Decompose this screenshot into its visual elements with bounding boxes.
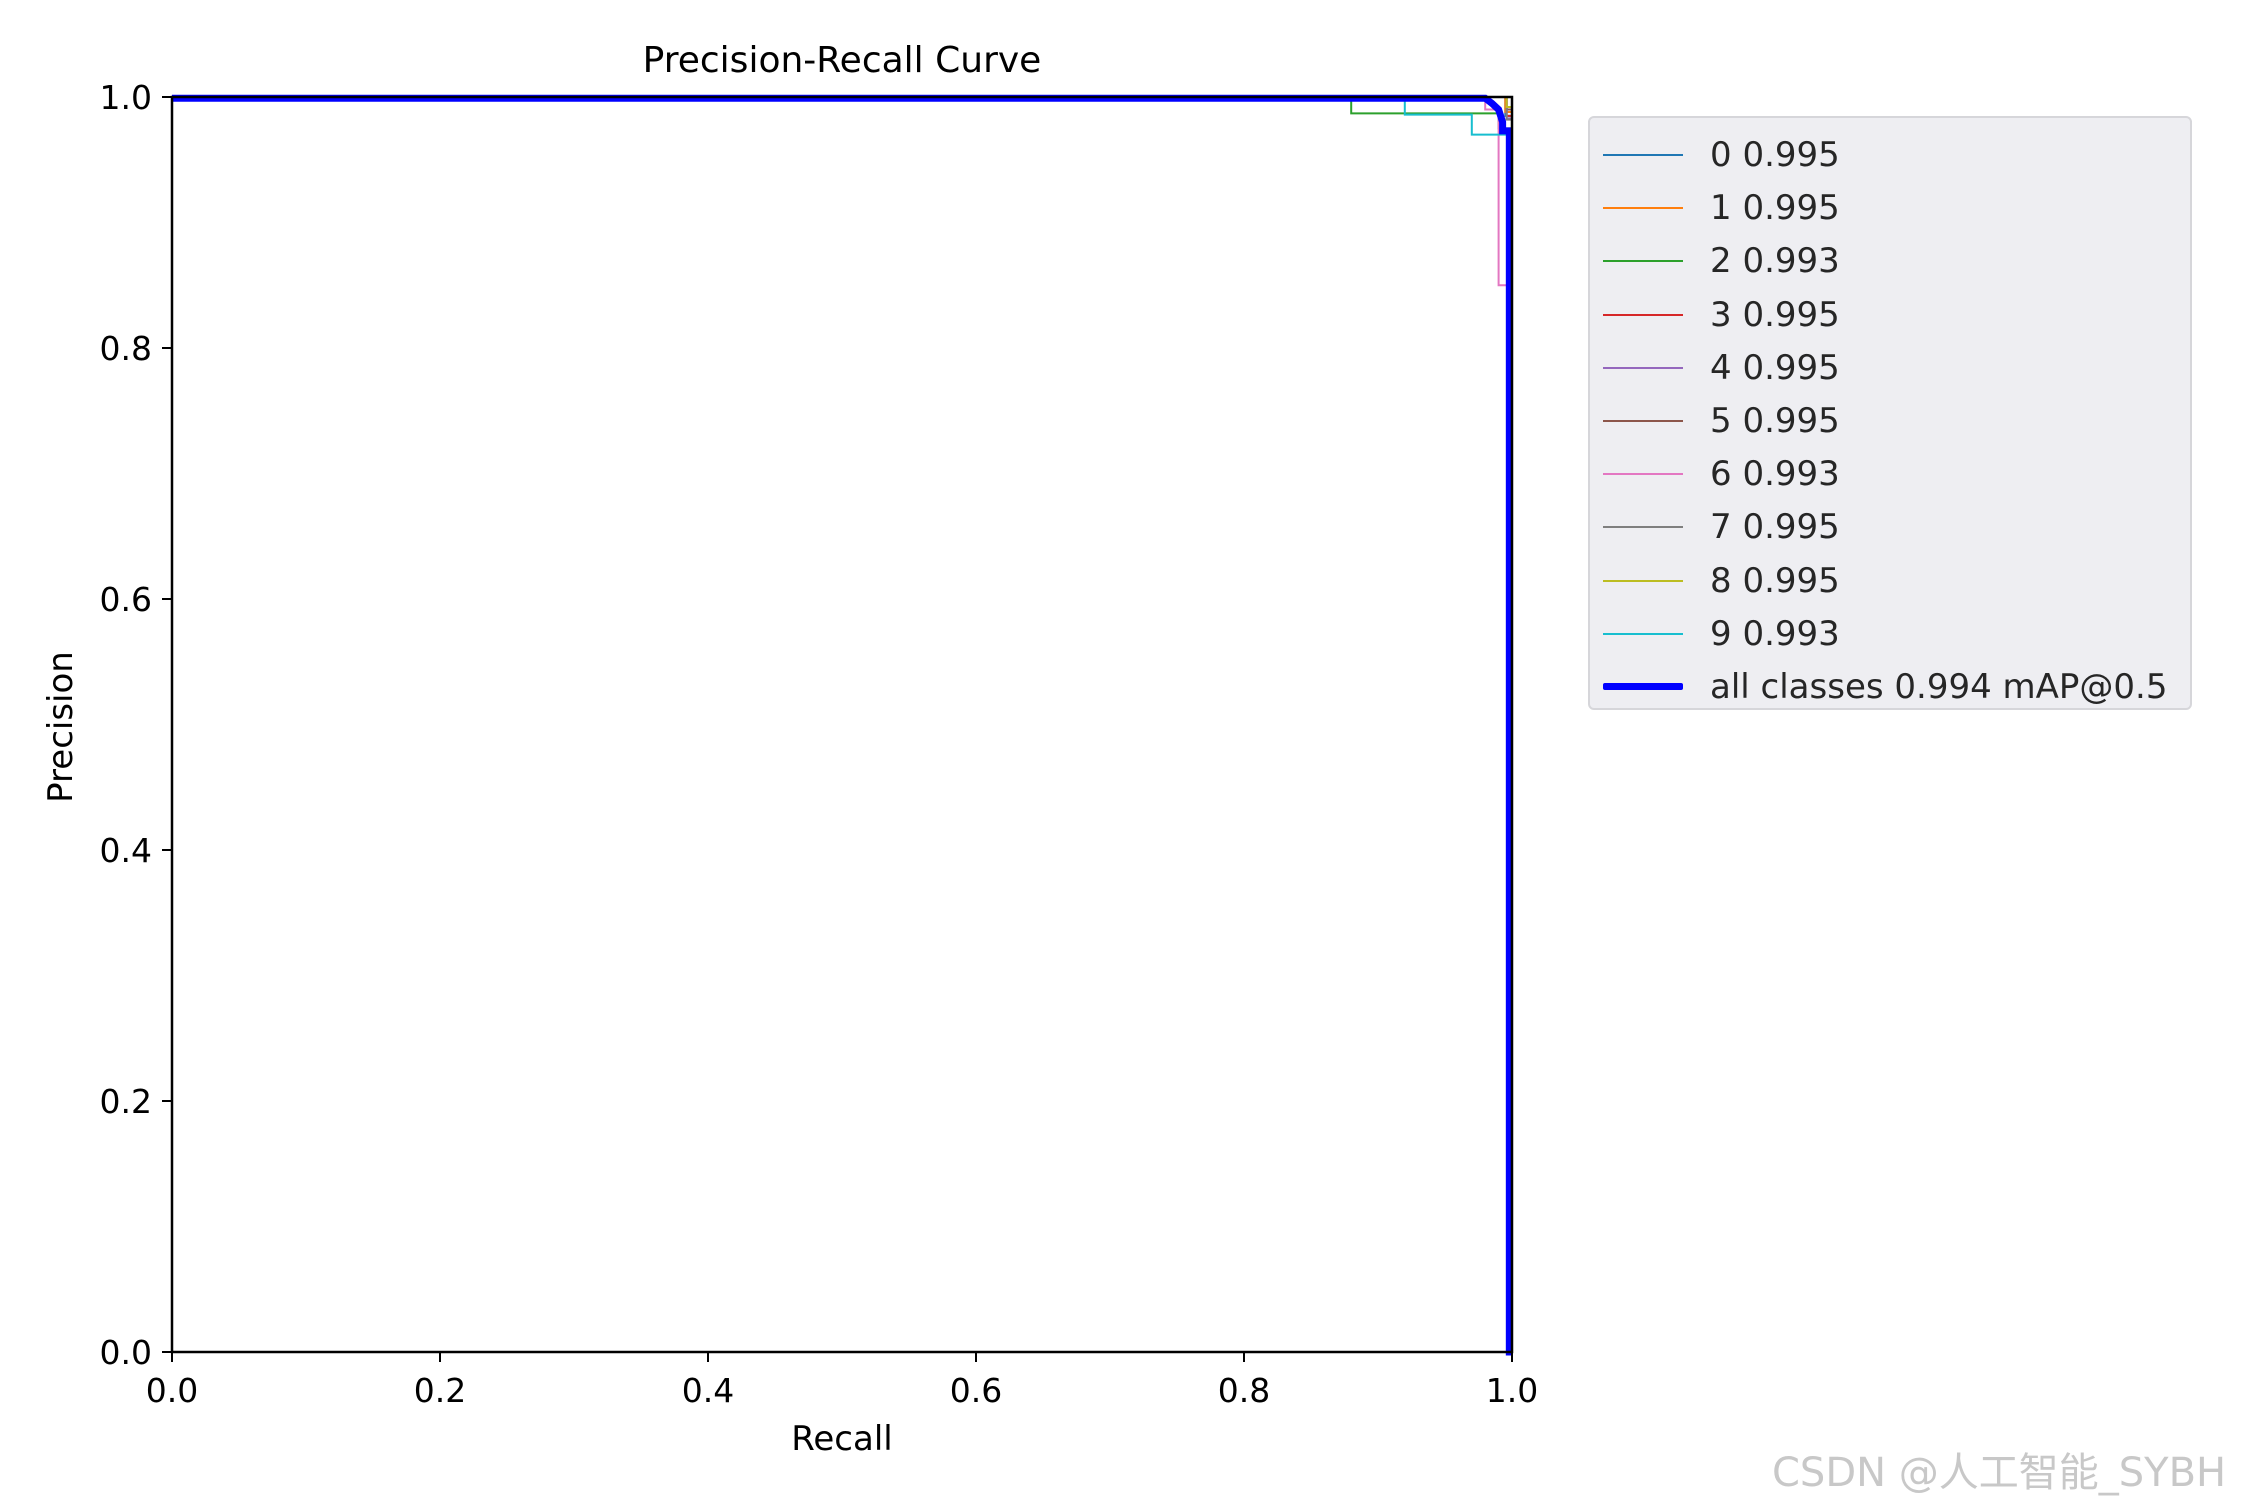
legend-item: 2 0.993 [1590,236,2190,289]
legend-swatch [1603,313,1683,316]
x-tick-label: 0.2 [414,1371,466,1410]
legend-item: 4 0.995 [1590,343,2190,396]
legend-swatch [1603,207,1683,210]
legend-item: 7 0.995 [1590,502,2190,555]
x-tick-label: 0.6 [950,1371,1002,1410]
legend-label: 1 0.995 [1710,188,1840,229]
y-tick-label: 0.4 [100,831,152,870]
series-line-6 [172,96,1513,1352]
legend-swatch [1603,154,1683,156]
legend-label: 6 0.993 [1710,454,1840,495]
y-axis-label: Precision [41,651,81,803]
legend-item: 0 0.995 [1590,130,2190,183]
series-line-1 [172,96,1513,1352]
x-tick-label: 1.0 [1486,1371,1538,1410]
series-line-9 [172,96,1513,1352]
legend-item: 5 0.995 [1590,396,2190,449]
y-tick-label: 0.8 [100,329,152,368]
y-tick-label: 0.0 [100,1333,152,1372]
series-line-5 [172,96,1513,1352]
chart-title: Precision-Recall Curve [643,40,1042,81]
legend-label: all classes 0.994 mAP@0.5 [1710,667,2168,707]
series-line-3 [172,96,1513,1352]
series-line-10 [172,94,1513,1356]
series-line-4 [172,96,1513,1352]
legend-label: 2 0.993 [1710,241,1840,282]
legend-item: 8 0.995 [1590,556,2190,609]
legend-swatch [1603,579,1683,582]
legend-swatch [1603,366,1683,369]
legend-label: 3 0.995 [1710,294,1840,335]
legend-label: 0 0.995 [1710,135,1840,175]
x-tick-label: 0.0 [146,1371,198,1410]
series-line-0 [172,96,1513,1352]
legend-label: 8 0.995 [1710,560,1840,601]
plot-series [172,94,1513,1356]
x-tick-label: 0.8 [1218,1371,1270,1410]
series-line-8 [172,96,1513,1352]
legend-swatch [1603,420,1683,422]
watermark-text: CSDN @人工智能_SYBH [1772,1450,2227,1496]
series-line-2 [172,96,1513,1352]
series-line-7 [172,96,1513,1352]
legend-swatch [1603,683,1683,690]
y-tick-label: 1.0 [100,78,152,117]
y-tick-label: 0.2 [100,1082,152,1121]
y-axis-ticks: 0.0 0.2 0.4 0.6 0.8 1.0 [100,78,172,1372]
legend-item: all classes 0.994 mAP@0.5 [1590,662,2190,715]
legend-label: 4 0.995 [1710,347,1840,388]
x-tick-label: 0.4 [682,1371,734,1410]
legend-item: 1 0.995 [1590,183,2190,236]
legend-swatch [1603,526,1683,529]
legend-swatch [1603,632,1683,635]
chart-legend: 0 0.995 1 0.995 2 0.993 3 0.995 4 0.995 5 0.9… [1588,116,2192,710]
y-tick-label: 0.6 [100,580,152,619]
legend-item: 9 0.993 [1590,609,2190,662]
legend-swatch [1603,473,1683,476]
x-axis-ticks: 0.0 0.2 0.4 0.6 0.8 1.0 [146,1352,1538,1410]
axes-frame [170,95,1514,1354]
legend-label: 5 0.995 [1710,401,1840,441]
x-axis-label: Recall [791,1419,892,1459]
legend-label: 7 0.995 [1710,507,1840,548]
legend-item: 3 0.995 [1590,290,2190,343]
legend-label: 9 0.993 [1710,613,1840,654]
legend-swatch [1603,260,1683,263]
legend-item: 6 0.993 [1590,449,2190,502]
